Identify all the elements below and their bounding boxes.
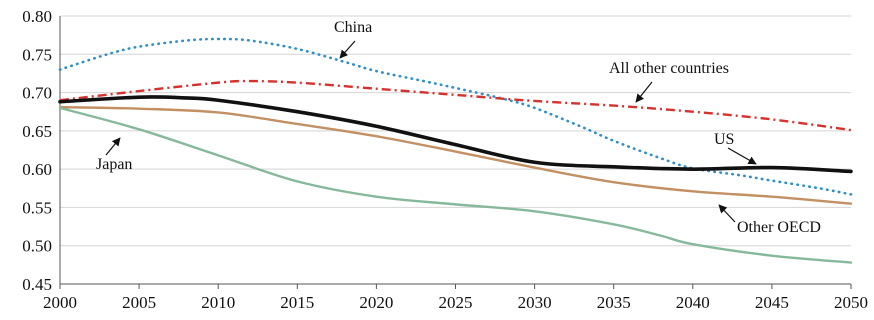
annotation-label-japan: Japan (96, 156, 132, 173)
series-line-us (58, 95, 853, 174)
annotation-arrow-china (339, 40, 356, 59)
annotations: China All other countries US Japan Other OEC… (96, 19, 821, 236)
x-tick-label: 2050 (834, 293, 868, 312)
y-tick-label: 0.70 (22, 84, 52, 103)
annotation-arrow-all-other-countries (635, 81, 653, 103)
axes: 0.45 0.50 0.55 0.60 0.65 0.70 0.75 0.80 2000 2005… (22, 7, 868, 312)
series-line-china (58, 37, 853, 196)
x-tick-label: 2040 (676, 293, 710, 312)
y-tick-label: 0.50 (22, 237, 52, 256)
y-tick-label: 0.80 (22, 7, 52, 26)
series-lines (58, 37, 853, 264)
x-tick-label: 2035 (597, 293, 631, 312)
y-tick-label: 0.75 (22, 45, 52, 64)
x-tick-label: 2030 (518, 293, 552, 312)
annotation-arrow-japan (105, 137, 121, 156)
x-tick-label: 2010 (201, 293, 235, 312)
x-tick-label: 2020 (359, 293, 393, 312)
y-tick-label: 0.55 (22, 198, 52, 217)
x-tick-label: 2015 (280, 293, 314, 312)
y-tick-label: 0.60 (22, 160, 52, 179)
series-line-other-oecd (58, 105, 853, 205)
y-tick-label: 0.65 (22, 122, 52, 141)
series-line-all-other-countries (59, 79, 852, 132)
x-tick-label: 2000 (43, 293, 77, 312)
x-tick-label: 2025 (439, 293, 473, 312)
x-tick-label: 2045 (755, 293, 789, 312)
series-line-japan (58, 106, 853, 264)
annotation-arrow-other-oecd (718, 204, 736, 223)
annotation-label-china: China (334, 19, 372, 36)
annotation-arrow-us (727, 147, 757, 165)
x-tick-label: 2005 (122, 293, 156, 312)
gridlines (60, 15, 851, 247)
annotation-label-us: US (714, 131, 734, 148)
annotation-label-all-other-countries: All other countries (609, 60, 729, 77)
annotation-label-other-oecd: Other OECD (737, 219, 821, 236)
y-tick-label: 0.45 (22, 275, 52, 294)
